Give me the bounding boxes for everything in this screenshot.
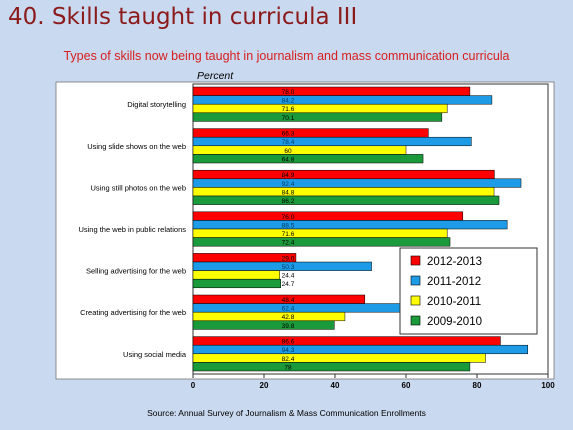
category-label: Selling advertising for the web <box>86 267 186 276</box>
data-label: 39.8 <box>282 323 295 330</box>
bar <box>192 303 415 313</box>
legend-label: 2009-2010 <box>427 316 482 328</box>
legend-box <box>399 247 538 335</box>
x-tick-label: 40 <box>331 381 340 390</box>
data-label: 86.2 <box>282 198 295 205</box>
bar <box>192 112 443 122</box>
data-label: 72.4 <box>282 240 295 247</box>
bar <box>192 353 486 363</box>
y-axis-title: Percent <box>197 70 234 82</box>
bar <box>192 195 500 205</box>
data-label: 70.1 <box>282 115 295 122</box>
bar <box>192 320 335 330</box>
data-label: 64.8 <box>282 156 295 163</box>
bar <box>192 178 522 188</box>
data-label: 24.7 <box>282 281 295 288</box>
bar <box>192 294 366 304</box>
x-tick-label: 80 <box>473 381 482 390</box>
legend-swatch <box>410 295 421 306</box>
bar <box>192 169 495 180</box>
category-label: Using the web in public relations <box>78 225 186 234</box>
bar <box>192 228 448 238</box>
data-label: 24.4 <box>282 273 295 280</box>
slide-subtitle: Types of skills now being taught in jour… <box>63 49 510 63</box>
bar <box>192 253 297 263</box>
bar <box>192 220 508 230</box>
bar <box>192 270 280 280</box>
data-label: 78.0 <box>282 89 295 96</box>
bar <box>192 86 471 96</box>
bar <box>192 187 495 197</box>
data-label: 50.3 <box>282 264 295 271</box>
category-label: Creating advertising for the web <box>80 308 186 317</box>
bar <box>192 154 424 164</box>
data-label: 48.4 <box>282 297 295 304</box>
data-label: 78 <box>284 364 292 371</box>
x-tick-label: 100 <box>541 381 555 390</box>
data-label: 92.4 <box>282 181 295 188</box>
bar <box>192 95 493 105</box>
data-label: 71.6 <box>282 231 295 238</box>
bar <box>192 145 407 155</box>
bar <box>192 278 281 289</box>
bar <box>192 211 464 221</box>
bar <box>192 362 471 372</box>
data-label: 66.3 <box>282 131 295 138</box>
data-label: 94.3 <box>282 347 295 354</box>
data-label: 71.6 <box>282 106 295 113</box>
data-label: 76.0 <box>282 214 295 221</box>
x-tick-label: 60 <box>402 381 411 390</box>
legend-label: 2011-2012 <box>427 276 481 288</box>
bar <box>192 261 372 271</box>
bar <box>192 311 346 322</box>
legend-swatch <box>410 315 421 326</box>
data-label: 78.4 <box>282 139 295 146</box>
data-label: 82.4 <box>282 356 295 363</box>
data-label: 29.0 <box>282 255 295 262</box>
x-tick-label: 0 <box>191 381 196 390</box>
data-label: 88.5 <box>282 222 295 229</box>
category-label: Digital storytelling <box>127 100 186 109</box>
slide-title: 40. Skills taught in curricula III <box>8 4 358 30</box>
bar <box>192 128 429 138</box>
data-label: 84.9 <box>282 172 295 179</box>
data-label: 62.4 <box>282 306 295 313</box>
x-tick-label: 20 <box>260 381 269 390</box>
legend-swatch <box>410 255 421 266</box>
category-label: Using social media <box>123 350 187 359</box>
data-label: 84.8 <box>282 189 295 196</box>
legend-swatch <box>410 275 421 286</box>
source-note: Source: Annual Survey of Journalism & Ma… <box>147 408 426 418</box>
category-label: Using still photos on the web <box>91 183 186 192</box>
category-label: Using slide shows on the web <box>87 142 186 151</box>
bar <box>192 103 448 114</box>
bar <box>192 344 529 355</box>
legend-label: 2012-2013 <box>427 256 482 268</box>
bar <box>192 336 501 346</box>
bar <box>192 136 472 147</box>
data-label: 60 <box>284 148 292 155</box>
bar <box>192 237 451 247</box>
legend-label: 2010-2011 <box>427 296 481 308</box>
data-label: 84.2 <box>282 98 295 105</box>
data-label: 42.8 <box>282 314 295 321</box>
data-label: 86.6 <box>282 339 295 346</box>
